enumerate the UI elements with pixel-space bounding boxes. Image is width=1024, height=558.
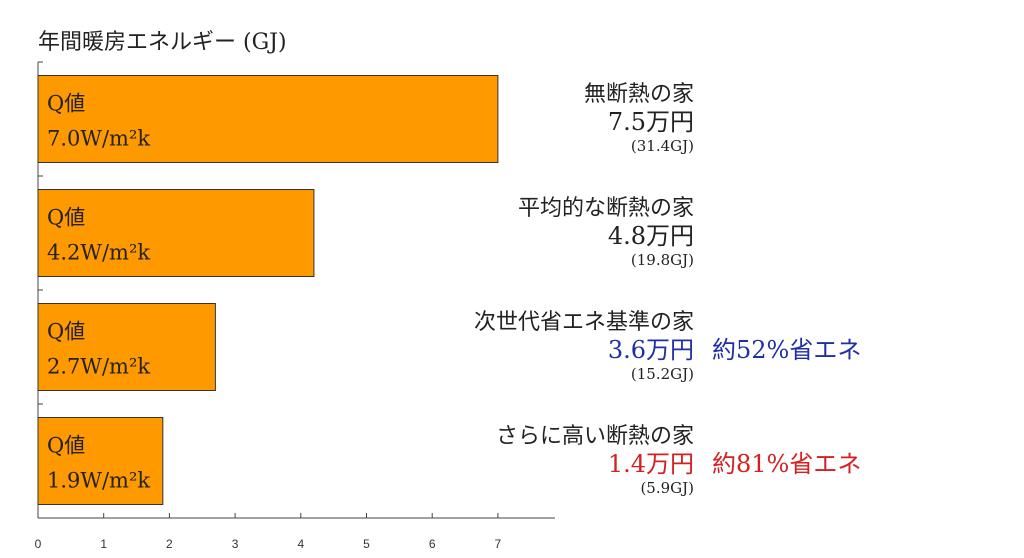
bar-label-value: 4.2W/m²k <box>47 241 150 265</box>
bar-label-value: 1.9W/m²k <box>47 469 150 493</box>
bar-label-q: Q値 <box>47 92 85 116</box>
house-name: 平均的な断熱の家 <box>517 196 694 221</box>
house-annotation: 次世代省エネ基準の家 3.6万円 (15.2GJ) 約52%省エネ <box>473 310 861 384</box>
x-tick-label: 3 <box>232 537 239 551</box>
bar <box>37 75 499 163</box>
x-tick-label: 0 <box>35 537 42 551</box>
bar-label-q: Q値 <box>47 434 85 458</box>
x-tick-label: 6 <box>429 537 436 551</box>
annual-cost: 4.8万円 <box>607 222 694 250</box>
annual-cost: 1.4万円 <box>607 450 694 478</box>
annual-cost: 3.6万円 <box>607 336 694 364</box>
chart-title: 年間暖房エネルギー (GJ) <box>38 30 287 55</box>
house-name: 次世代省エネ基準の家 <box>473 310 694 335</box>
x-tick-label: 2 <box>166 537 173 551</box>
annual-energy-gj: (19.8GJ) <box>630 251 694 269</box>
bar <box>37 417 164 505</box>
annual-cost: 7.5万円 <box>607 108 694 136</box>
bar-label-value: 2.7W/m²k <box>47 355 150 379</box>
bar-labels: Q値 7.0W/m²k Q値 4.2W/m²k Q値 2.7W/m²k Q値 1.9W/m²k <box>47 92 150 493</box>
annual-energy-gj: (5.9GJ) <box>640 479 694 497</box>
bar-label-q: Q値 <box>47 206 85 230</box>
bar <box>37 303 216 391</box>
x-tick-label: 7 <box>495 537 502 551</box>
bar-label-q: Q値 <box>47 320 85 344</box>
house-annotation: 無断熱の家 7.5万円 (31.4GJ) <box>584 82 694 156</box>
annual-energy-gj: (31.4GJ) <box>630 137 694 155</box>
house-name: さらに高い断熱の家 <box>495 424 694 449</box>
x-tick-label: 5 <box>363 537 370 551</box>
energy-saving: 約52%省エネ <box>712 336 862 364</box>
house-annotation: さらに高い断熱の家 1.4万円 (5.9GJ) 約81%省エネ <box>495 424 861 498</box>
bar <box>37 189 315 277</box>
annual-energy-gj: (15.2GJ) <box>630 365 694 383</box>
x-tick-labels: 0 1 2 3 4 5 6 7 <box>35 537 502 551</box>
house-name: 無断熱の家 <box>583 82 694 107</box>
x-tick-label: 4 <box>297 537 304 551</box>
bar-label-value: 7.0W/m²k <box>47 127 150 151</box>
x-tick-label: 1 <box>100 537 107 551</box>
house-annotation: 平均的な断熱の家 4.8万円 (19.8GJ) <box>518 196 694 270</box>
bars <box>37 75 499 505</box>
energy-saving: 約81%省エネ <box>712 450 862 478</box>
